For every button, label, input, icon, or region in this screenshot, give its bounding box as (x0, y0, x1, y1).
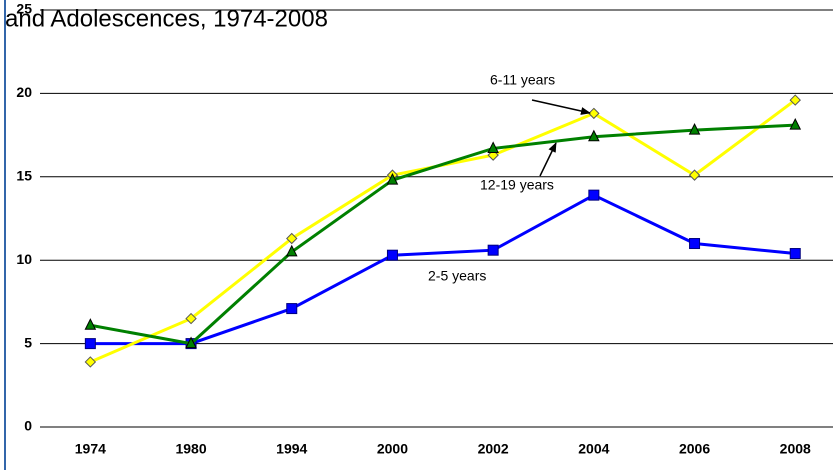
x-tick-label: 2002 (478, 441, 509, 457)
marker (487, 244, 499, 256)
marker (789, 117, 802, 130)
marker (286, 232, 298, 245)
plot (84, 94, 802, 368)
series-line (90, 193, 796, 346)
marker (487, 141, 499, 153)
marker (688, 169, 701, 181)
marker (588, 189, 600, 201)
marker (286, 303, 298, 315)
y-tick-label: 15 (16, 168, 32, 184)
y-tick-label: 20 (16, 84, 32, 100)
marker (386, 173, 399, 185)
marker (84, 338, 96, 350)
marker (84, 356, 97, 368)
marker (689, 238, 701, 250)
marker (285, 244, 298, 257)
x-tick-label: 2008 (780, 441, 811, 457)
y-tick-label: 25 (16, 1, 32, 17)
x-tick-label: 2004 (578, 441, 609, 457)
annotation-arrow (539, 142, 557, 177)
series-line (90, 123, 796, 346)
x-tick-label: 1994 (276, 441, 307, 457)
marker (386, 249, 398, 261)
marker (688, 122, 701, 135)
marker (789, 248, 801, 260)
y-tick-label: 0 (24, 418, 32, 434)
series-annotation: 2-5 years (428, 268, 486, 284)
x-tick-label: 2006 (679, 441, 710, 457)
marker (185, 336, 197, 349)
x-tick-label: 2000 (377, 441, 408, 457)
series-annotation: 6-11 years (490, 72, 555, 88)
marker (84, 318, 97, 330)
grid: 0 5 10 15 20 25 1974 1980 1994 2000 2002 2004 2006 20… (16, 1, 833, 457)
marker (185, 312, 197, 325)
x-tick-label: 1974 (75, 441, 106, 457)
series-annotation: 12-19 years (480, 177, 554, 193)
y-tick-label: 5 (24, 334, 32, 350)
series-line (89, 98, 797, 364)
marker (789, 94, 801, 106)
annotation-arrow (531, 99, 591, 115)
y-tick-label: 10 (16, 251, 32, 267)
x-tick-label: 1980 (175, 441, 206, 457)
marker (588, 129, 600, 142)
chart-title: and Adolescences, 1974-2008 (5, 5, 328, 32)
